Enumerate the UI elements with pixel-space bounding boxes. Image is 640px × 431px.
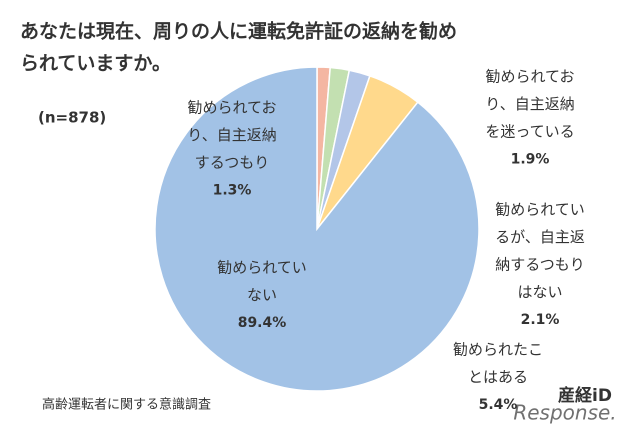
source: 高齢運転者に関する意識調査 (42, 397, 211, 413)
chart-title: られていますか。 (20, 53, 171, 75)
watermark: Response. (513, 401, 616, 425)
slice-label: 納するつもり (495, 256, 584, 274)
value-label: 89.4% (238, 315, 287, 331)
slice-label: 勧められてい (217, 259, 307, 277)
slice-label: を迷っている (485, 123, 574, 141)
value-label: 1.3% (213, 183, 252, 199)
slice-label: 勧められたこ (453, 341, 543, 359)
value-label: 1.9% (511, 152, 550, 168)
slice-label: するつもり (195, 154, 269, 172)
slice-label: るが、自主返 (495, 228, 585, 246)
slice-label: り、自主返納 (485, 95, 574, 113)
slice-label: 勧められてお (187, 99, 276, 117)
slice-label: 勧められてお (485, 68, 574, 86)
slice-label: ない (247, 286, 277, 304)
value-label: 2.1% (521, 312, 560, 328)
slice-label: 勧められてい (495, 201, 585, 219)
chart-title: あなたは現在、周りの人に運転免許証の返納を勧め (20, 20, 457, 43)
pie-slice (154, 66, 480, 392)
value-label: 5.4% (479, 397, 518, 413)
slice-label: はない (517, 283, 562, 301)
slice-label: とはある (468, 368, 528, 386)
slice-label: り、自主返納 (187, 126, 276, 144)
logo: 産経iD (558, 385, 612, 406)
sample-size: (n=878) (38, 109, 106, 127)
